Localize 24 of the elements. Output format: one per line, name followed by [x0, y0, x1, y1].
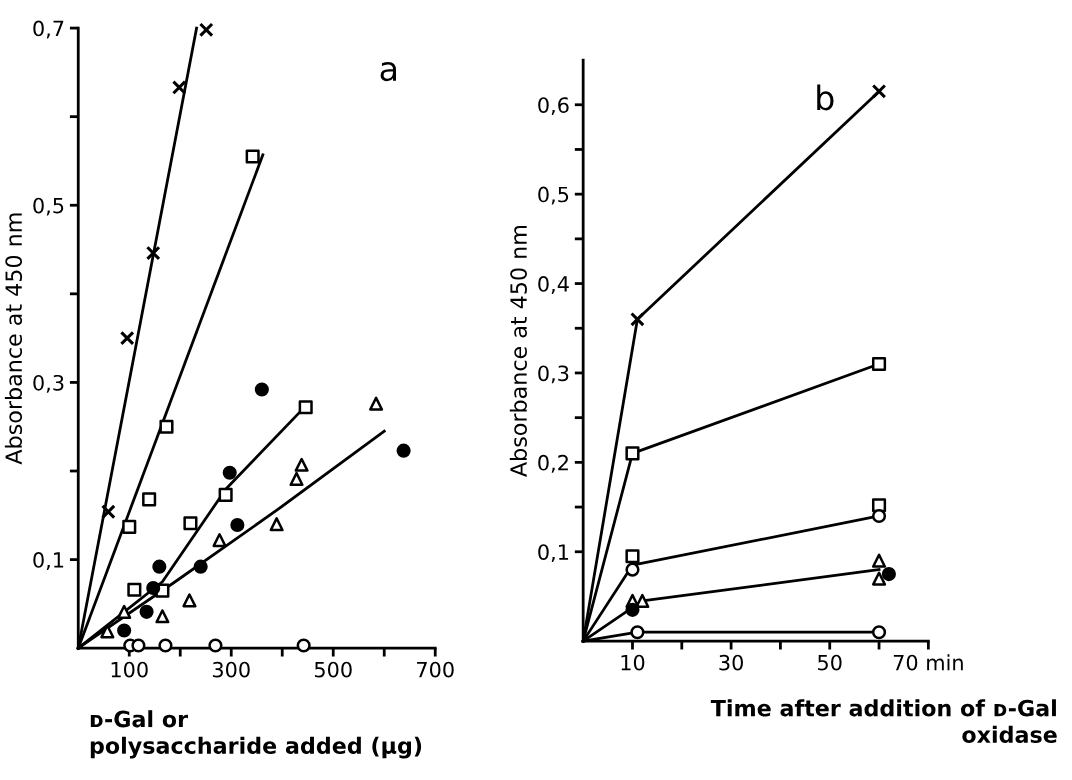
x-tick-label: 700 — [417, 661, 454, 678]
x-axis-title: Time after addition of ᴅ-Gal oxidase — [710, 699, 1057, 744]
x-tick-label: 50 — [818, 654, 842, 671]
y-tick-label: 0,7 — [33, 20, 64, 39]
y-tick-label: 0,1 — [33, 552, 64, 570]
y-tick-label: 0,2 — [538, 454, 568, 473]
y-tick-label: 0,4 — [538, 276, 569, 294]
x-tick-label: 100 — [111, 661, 148, 678]
y-tick-label: 0,6 — [538, 97, 569, 116]
y-axis-title: Absorbance at 450 nm — [4, 213, 23, 465]
y-axis-title: Absorbance at 450 nm — [509, 226, 527, 477]
y-tick-label: 0,5 — [538, 186, 569, 205]
y-tick-label: 0,3 — [538, 365, 569, 384]
annotation: a — [380, 62, 397, 82]
x-tick-label: 70 min — [893, 654, 963, 671]
x-tick-label: 300 — [212, 661, 250, 678]
y-tick-label: 0,1 — [538, 544, 569, 563]
y-tick-label: 0,5 — [33, 197, 64, 216]
y-tick-label: 0,3 — [33, 374, 64, 393]
x-tick-label: 30 — [719, 654, 743, 671]
x-axis-title: ᴅ-Gal or polysaccharide added (μg) — [90, 710, 422, 759]
x-tick-label: 10 — [621, 654, 645, 671]
annotation: b — [817, 84, 834, 111]
x-tick-label: 500 — [314, 661, 352, 678]
